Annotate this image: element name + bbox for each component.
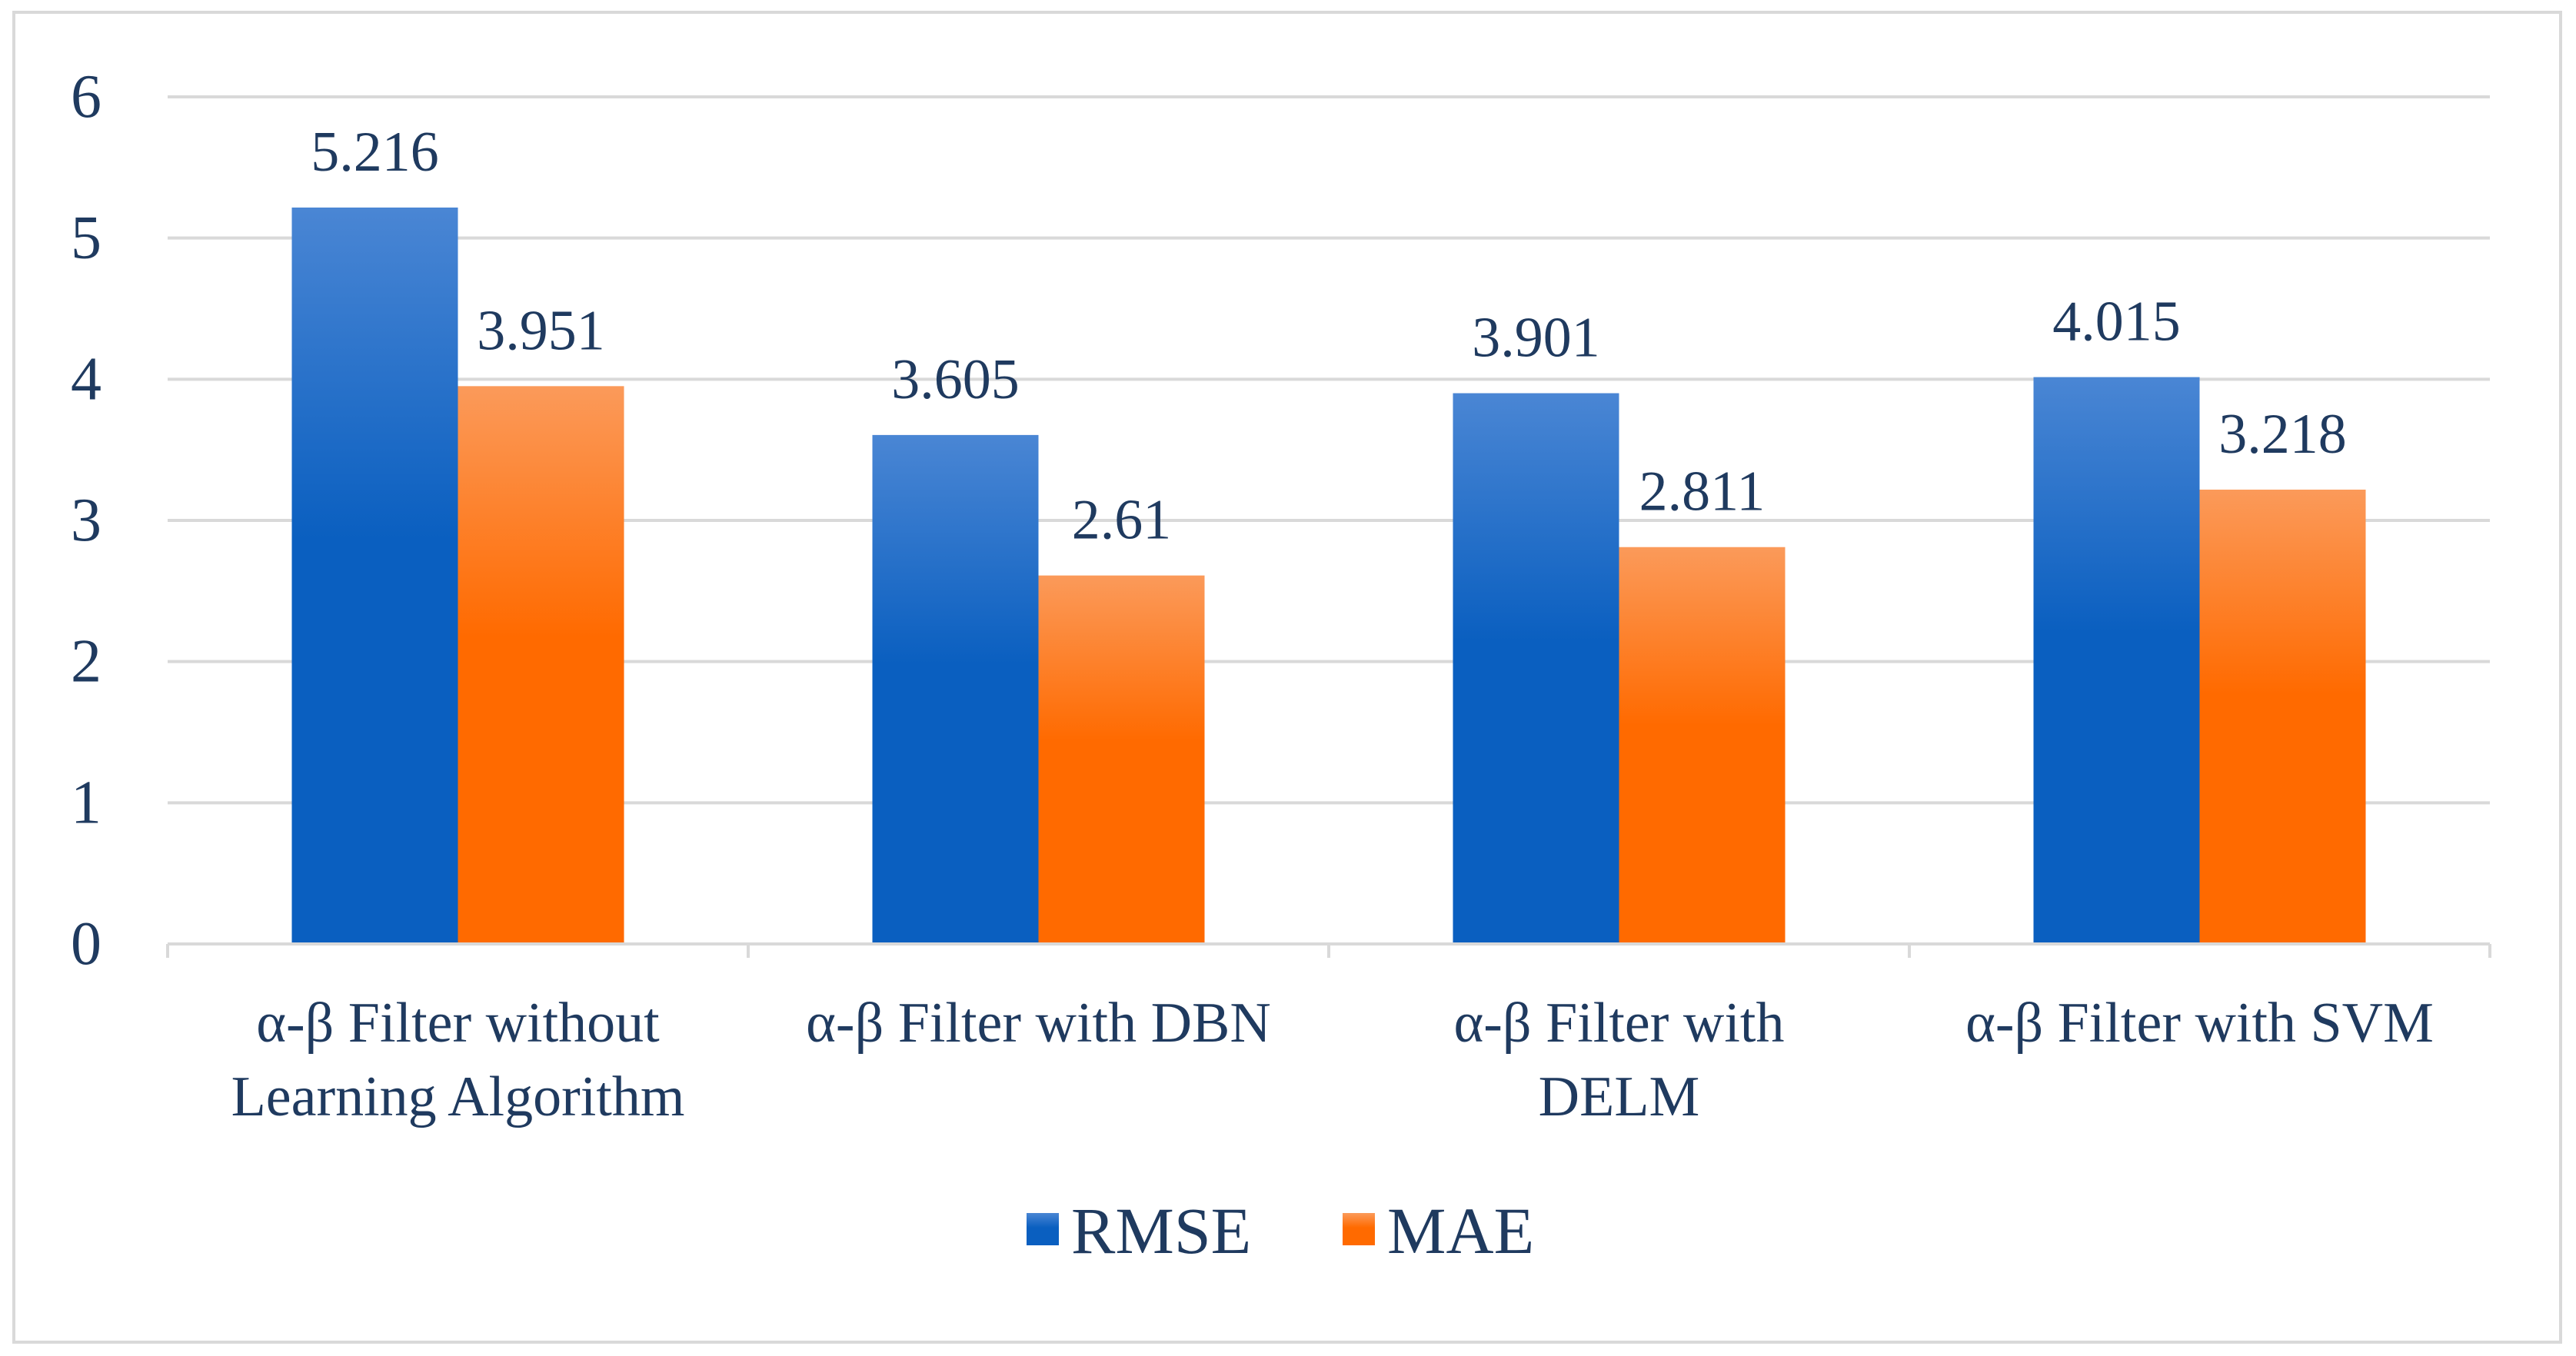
bars (291, 207, 2366, 945)
data-label-mae-1: 2.61 (1072, 489, 1172, 552)
legend-swatch-rmse (1027, 1213, 1059, 1245)
bar-rmse-2 (1453, 393, 1619, 944)
category-label: Learning Algorithm (231, 1065, 685, 1128)
bar-mae-2 (1619, 547, 1786, 944)
data-label-rmse-1: 3.605 (891, 348, 1020, 411)
category-label: α-β Filter with DBN (806, 992, 1271, 1055)
bar-mae-1 (1038, 575, 1205, 944)
y-tick-label: 2 (71, 628, 102, 696)
data-label-rmse-3: 4.015 (2052, 291, 2181, 354)
legend-swatch-mae (1343, 1213, 1375, 1245)
x-axis (166, 942, 2491, 958)
y-tick-label: 6 (71, 63, 102, 131)
category-labels: α-β Filter without Learning Algorithm α-β … (231, 992, 2434, 1128)
category-label: α-β Filter with (1454, 992, 1785, 1055)
bar-mae-3 (2199, 489, 2366, 944)
y-tick-label: 1 (71, 769, 102, 836)
data-label-mae-3: 3.218 (2218, 403, 2347, 466)
category-label: α-β Filter with SVM (1965, 992, 2434, 1055)
y-tick-label: 3 (71, 487, 102, 554)
bar-mae-0 (458, 386, 624, 944)
data-label-mae-0: 3.951 (477, 299, 605, 362)
y-tick-label: 5 (71, 204, 102, 272)
legend-label-mae: MAE (1387, 1194, 1534, 1268)
category-label: α-β Filter without (256, 992, 660, 1055)
data-labels: 5.216 3.951 3.605 2.61 3.901 2.811 4.015 3.218 (311, 121, 2347, 552)
data-label-rmse-2: 3.901 (1472, 307, 1600, 370)
legend: RMSE MAE (1027, 1194, 1534, 1268)
data-label-rmse-0: 5.216 (311, 121, 439, 184)
data-label-mae-2: 2.811 (1639, 460, 1766, 523)
y-axis-ticks: 0 1 2 3 4 5 6 (71, 63, 102, 978)
y-tick-label: 0 (71, 910, 102, 978)
category-label: DELM (1539, 1065, 1700, 1128)
bar-rmse-0 (291, 207, 458, 945)
bar-rmse-1 (872, 434, 1039, 944)
y-tick-label: 4 (71, 345, 102, 413)
legend-label-rmse: RMSE (1071, 1194, 1251, 1268)
bar-rmse-3 (2033, 377, 2200, 944)
